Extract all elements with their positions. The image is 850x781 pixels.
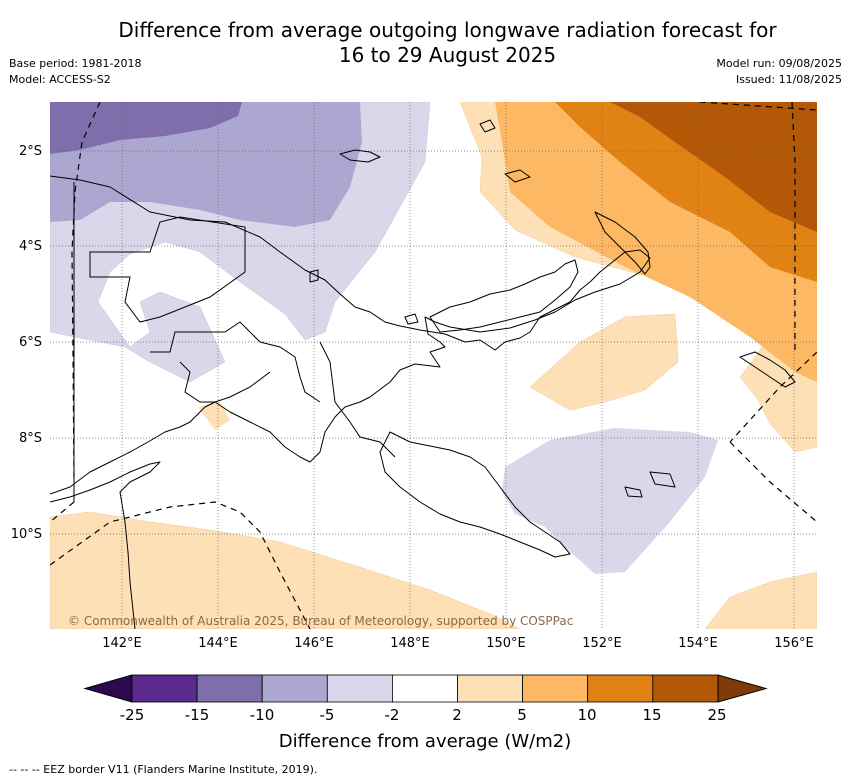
eez-footnote: -- -- -- EEZ border V11 (Flanders Marine… xyxy=(9,763,318,776)
admin-borders xyxy=(73,182,396,502)
title-line-2: 16 to 29 August 2025 xyxy=(338,43,557,67)
map-canvas xyxy=(50,102,817,629)
colorbar-label: -25 xyxy=(119,706,145,724)
lat-label-2s: 2°S xyxy=(18,144,42,159)
map-title: Difference from average outgoing longwav… xyxy=(0,18,850,68)
lon-label-156e: 156°E xyxy=(774,636,814,651)
manus-island xyxy=(339,149,381,163)
new-guinea-coast xyxy=(50,175,651,495)
new-britain xyxy=(429,259,579,333)
lon-label-148e: 148°E xyxy=(390,636,430,651)
anomaly-region-light-orange-small xyxy=(198,402,230,430)
colorbar-label: 25 xyxy=(707,706,727,724)
colorbar-segment xyxy=(652,674,719,703)
lon-label-144e: 144°E xyxy=(198,636,238,651)
colorbar-label: 10 xyxy=(577,706,597,724)
colorbar xyxy=(83,674,768,703)
island-small-6 xyxy=(624,486,643,498)
colorbar-segments xyxy=(131,674,719,703)
lon-label-142e: 142°E xyxy=(102,636,142,651)
colorbar-title: Difference from average (W/m2) xyxy=(278,731,572,752)
anomaly-region-dark-purple-north xyxy=(50,102,242,154)
colorbar-label: 2 xyxy=(452,706,462,724)
colorbar-segment xyxy=(326,674,393,703)
colorbar-label: 15 xyxy=(642,706,662,724)
colorbar-segment xyxy=(131,674,198,703)
graticule xyxy=(50,102,817,629)
australia-coast xyxy=(50,461,161,629)
colorbar-segment xyxy=(457,674,523,703)
map-area xyxy=(50,102,817,629)
colorbar-label: -2 xyxy=(384,706,400,724)
model-run: Model run: 09/08/2025 xyxy=(716,57,842,70)
lat-label-10s: 10°S xyxy=(10,527,42,542)
anomaly-region-light-orange-southeast xyxy=(704,571,817,629)
lat-label-8s: 8°S xyxy=(18,431,42,446)
colorbar-label: -5 xyxy=(319,706,335,724)
southeast-papua-tail xyxy=(379,431,571,558)
issued-date: Issued: 11/08/2025 xyxy=(735,73,842,86)
base-period: Base period: 1981-2018 xyxy=(9,57,142,70)
lon-label-150e: 150°E xyxy=(486,636,526,651)
lon-label-146e: 146°E xyxy=(294,636,334,651)
colorbar-label: -15 xyxy=(184,706,210,724)
anomaly-region-light-orange-central xyxy=(529,313,679,411)
colorbar-arrow-right xyxy=(717,674,768,703)
eez-border xyxy=(50,102,817,629)
island-small-3 xyxy=(404,313,419,325)
colorbar-segment xyxy=(587,674,654,703)
model-name: Model: ACCESS-S2 xyxy=(9,73,111,86)
anomaly-region-light-orange-southwest xyxy=(50,511,521,629)
colorbar-segment xyxy=(391,674,458,703)
lat-label-4s: 4°S xyxy=(18,239,42,254)
colorbar-label: 5 xyxy=(517,706,527,724)
new-ireland xyxy=(594,211,651,275)
title-line-1: Difference from average outgoing longwav… xyxy=(118,18,777,42)
lon-label-152e: 152°E xyxy=(582,636,622,651)
lat-label-6s: 6°S xyxy=(18,335,42,350)
colorbar-segment xyxy=(522,674,589,703)
copyright-notice: © Commonwealth of Australia 2025, Bureau… xyxy=(68,614,574,628)
bougainville xyxy=(739,351,796,388)
island-small-4 xyxy=(309,269,319,283)
colorbar-segment xyxy=(261,674,328,703)
colorbar-label: -10 xyxy=(249,706,275,724)
coastlines xyxy=(50,119,796,629)
colorbar-arrow-left xyxy=(83,674,133,703)
island-small-5 xyxy=(649,471,676,488)
meta-left: Base period: 1981-2018 Model: ACCESS-S2 xyxy=(9,56,141,88)
colorbar-segment xyxy=(196,674,263,703)
island-small-1 xyxy=(479,119,496,133)
island-small-2 xyxy=(504,169,531,183)
anomaly-region-light-purple-south xyxy=(502,428,718,574)
anomaly-region-brown-northeast xyxy=(610,102,817,232)
lon-label-154e: 154°E xyxy=(678,636,718,651)
meta-right: Model run: 09/08/2025 Issued: 11/08/2025 xyxy=(716,56,842,88)
